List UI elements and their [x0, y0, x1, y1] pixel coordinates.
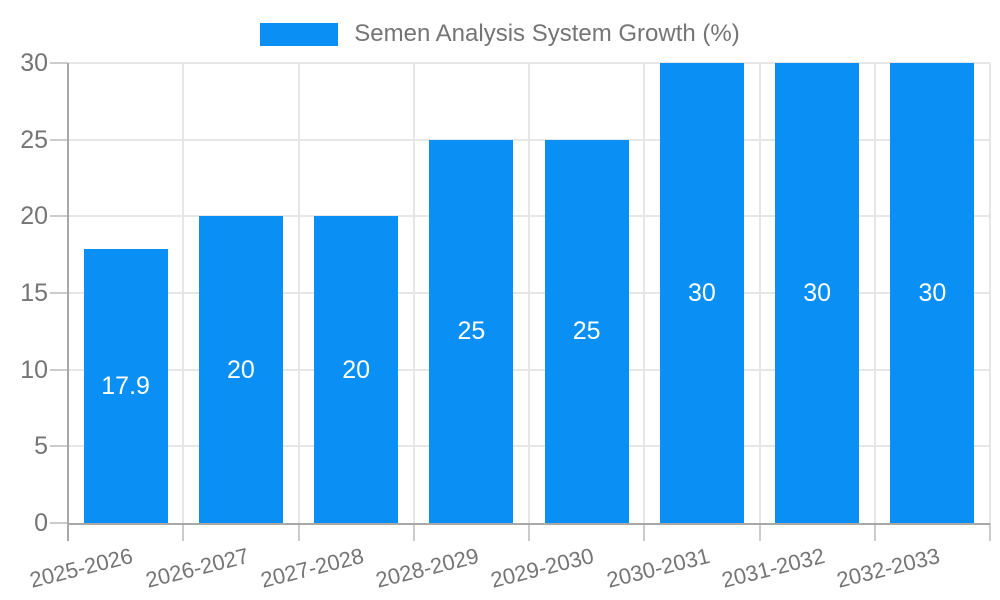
chart-legend: Semen Analysis System Growth (%)	[0, 20, 1000, 48]
y-axis-label: 5	[34, 432, 48, 461]
x-gridline	[182, 63, 185, 523]
bar-value-label: 30	[918, 279, 947, 307]
bar[interactable]	[890, 63, 975, 523]
x-axis-label: 2027-2028	[258, 543, 367, 593]
bar-value-label: 20	[342, 355, 371, 384]
y-axis-label: 30	[20, 49, 48, 77]
bar[interactable]	[659, 63, 744, 523]
x-axis-tick	[873, 523, 876, 541]
x-gridline	[873, 63, 876, 523]
bar-value-label: 30	[687, 279, 716, 307]
x-axis-label: 2032-2033	[834, 543, 943, 593]
x-axis-tick	[297, 523, 300, 541]
x-gridline	[643, 63, 646, 523]
bar-value-label: 30	[803, 279, 832, 307]
legend-item[interactable]: Semen Analysis System Growth (%)	[260, 20, 740, 48]
x-axis-tick	[182, 523, 185, 541]
y-axis-label: 25	[20, 125, 48, 154]
bar[interactable]	[198, 216, 283, 523]
x-axis-label: 2030-2031	[603, 543, 712, 593]
x-axis-label: 2029-2030	[488, 543, 597, 593]
bar[interactable]	[775, 63, 860, 523]
y-axis-line	[67, 63, 69, 541]
y-axis-label: 0	[34, 509, 48, 537]
x-axis-line	[68, 523, 990, 525]
x-axis-label: 2026-2027	[142, 543, 251, 593]
legend-swatch	[260, 22, 339, 46]
y-axis-tick	[50, 292, 68, 294]
x-gridline	[758, 63, 761, 523]
x-axis-label: 2031-2032	[719, 543, 828, 593]
x-gridline	[412, 63, 415, 523]
x-gridline	[528, 63, 530, 523]
bar[interactable]	[429, 139, 514, 523]
bar-value-label: 25	[457, 317, 486, 346]
y-axis-tick	[50, 445, 68, 448]
bar-value-label: 25	[572, 317, 601, 346]
y-axis-label: 15	[20, 279, 48, 307]
bar[interactable]	[83, 248, 168, 523]
x-axis-tick	[528, 523, 530, 541]
x-axis-label: 2025-2026	[27, 543, 136, 593]
y-axis-label: 10	[20, 355, 48, 384]
y-axis-tick	[50, 522, 68, 524]
bar[interactable]	[314, 216, 399, 523]
bar-value-label: 20	[226, 355, 255, 384]
x-axis-tick	[989, 523, 991, 541]
y-axis-tick	[50, 62, 68, 64]
bar[interactable]	[544, 139, 629, 523]
x-gridline	[989, 63, 991, 523]
x-axis-label: 2028-2029	[373, 543, 482, 593]
bar-value-label: 17.9	[101, 371, 150, 400]
x-gridline	[297, 63, 300, 523]
y-axis-tick	[50, 368, 68, 371]
x-axis-tick	[643, 523, 646, 541]
x-axis-tick	[412, 523, 415, 541]
y-axis-tick	[50, 215, 68, 218]
legend-label: Semen Analysis System Growth (%)	[354, 20, 740, 47]
x-axis-tick	[758, 523, 761, 541]
y-axis-tick	[50, 138, 68, 141]
y-axis-label: 20	[20, 202, 48, 231]
